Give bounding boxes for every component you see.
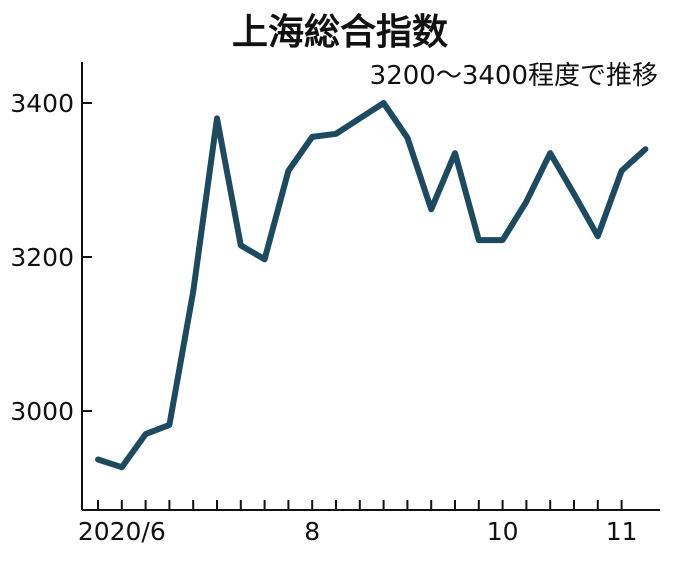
y-tick-label: 3400 (10, 89, 74, 118)
x-tick-label: 8 (304, 517, 320, 546)
series-line (95, 100, 649, 471)
chart-title: 上海総合指数 (232, 12, 448, 53)
x-tick-label: 11 (606, 517, 638, 546)
data-points (97, 102, 646, 468)
x-tick-label: 10 (487, 517, 519, 546)
y-ticks: 3000 3200 3400 (10, 89, 92, 426)
y-tick-label: 3200 (10, 243, 74, 272)
x-ticks: 2020/6 8 10 11 (78, 500, 638, 546)
x-tick-label: 2020/6 (78, 517, 166, 546)
chart-subtitle: 3200～3400程度で推移 (370, 61, 658, 91)
y-tick-label: 3000 (10, 397, 74, 426)
